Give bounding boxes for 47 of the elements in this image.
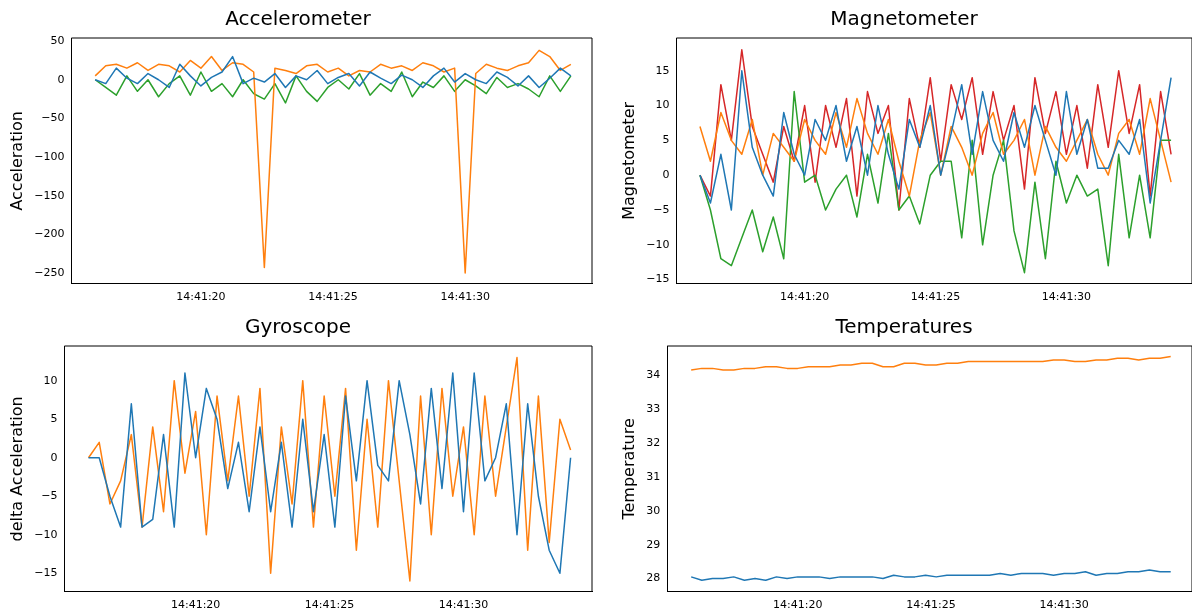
x-tick-label: 14:41:25 xyxy=(304,598,355,612)
y-tick-label: −250 xyxy=(34,265,65,279)
y-tick-label: 0 xyxy=(50,450,58,464)
y-tick-label: −50 xyxy=(41,111,65,125)
y-tick-label: 10 xyxy=(655,98,670,112)
y-axis-title: Temperature xyxy=(618,418,638,521)
chart-title: Temperatures xyxy=(834,314,973,339)
x-tick-label: 14:41:30 xyxy=(1041,290,1092,304)
y-axis-title: Acceleration xyxy=(6,111,26,211)
y-tick-label: −5 xyxy=(653,202,670,216)
x-tick-label: 14:41:25 xyxy=(910,290,961,304)
chart-title: Magnetometer xyxy=(830,6,979,31)
chart-title: Gyroscope xyxy=(244,314,352,339)
x-tick-label: 14:41:30 xyxy=(438,598,489,612)
y-axis-title: Magnetometer xyxy=(618,101,638,220)
x-tick-label: 14:41:30 xyxy=(440,290,490,304)
y-tick-label: 0 xyxy=(57,72,65,86)
y-tick-label: 34 xyxy=(646,368,661,382)
y-tick-label: 33 xyxy=(646,401,661,415)
x-tick-label: 14:41:30 xyxy=(1039,598,1089,612)
y-tick-label: −15 xyxy=(34,566,58,580)
y-tick-label: 31 xyxy=(646,469,661,483)
y-tick-label: 10 xyxy=(43,373,58,387)
y-tick-label: −150 xyxy=(34,188,65,202)
y-tick-label: −100 xyxy=(34,149,65,163)
y-tick-label: 5 xyxy=(662,133,670,147)
x-tick-label: 14:41:20 xyxy=(176,290,226,304)
chart-title: Accelerometer xyxy=(225,6,372,31)
x-tick-label: 14:41:20 xyxy=(170,598,221,612)
y-tick-label: −200 xyxy=(34,227,65,241)
y-tick-label: 15 xyxy=(655,63,670,77)
y-tick-label: −15 xyxy=(646,272,670,286)
x-tick-label: 14:41:20 xyxy=(779,290,830,304)
y-tick-label: 28 xyxy=(646,571,661,585)
y-tick-label: 5 xyxy=(50,412,58,426)
y-tick-label: 32 xyxy=(646,435,661,449)
y-tick-label: 30 xyxy=(646,503,661,517)
y-tick-label: −5 xyxy=(41,489,58,503)
x-tick-label: 14:41:25 xyxy=(906,598,956,612)
y-tick-label: −10 xyxy=(646,237,670,251)
x-tick-label: 14:41:20 xyxy=(773,598,823,612)
y-tick-label: 50 xyxy=(50,33,65,47)
y-tick-label: 29 xyxy=(646,537,661,551)
x-tick-label: 14:41:25 xyxy=(308,290,358,304)
y-tick-label: −10 xyxy=(34,527,58,541)
y-tick-label: 0 xyxy=(662,168,670,182)
y-axis-title: delta Acceleration xyxy=(6,396,26,542)
